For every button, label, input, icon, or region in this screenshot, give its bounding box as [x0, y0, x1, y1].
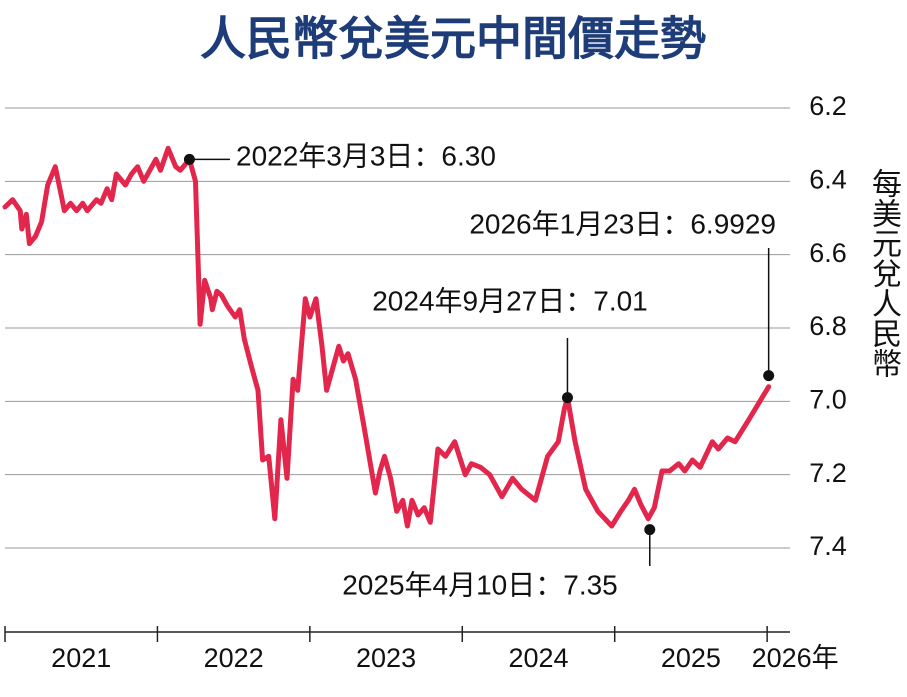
annotation-dot — [644, 524, 656, 536]
annotation-label: 2025年4月10日：7.35 — [342, 569, 618, 600]
x-tick-label: 2026年 — [752, 643, 839, 673]
annotation-label: 2024年9月27日：7.01 — [372, 285, 648, 316]
annotation-label: 2026年1月23日：6.9929 — [469, 208, 776, 239]
annotation-dot — [561, 392, 573, 404]
annotation-dot — [183, 153, 195, 165]
x-tick-label: 2025 — [661, 643, 721, 673]
y-tick-label: 6.2 — [809, 91, 847, 121]
y-tick-label: 6.8 — [809, 311, 847, 341]
x-tick-label: 2023 — [356, 643, 416, 673]
x-tick-label: 2021 — [51, 643, 111, 673]
y-tick-label: 6.6 — [809, 238, 847, 268]
line-series — [2, 145, 772, 529]
y-axis-label: 每美元兌人民幣 — [866, 168, 901, 378]
y-tick-label: 7.4 — [809, 531, 847, 561]
chart-title: 人民幣兌美元中間價走勢 — [200, 12, 706, 66]
y-tick-label: 7.0 — [809, 384, 847, 414]
annotation-label: 2022年3月3日：6.30 — [236, 140, 496, 171]
y-tick-label: 7.2 — [809, 458, 847, 488]
y-tick-label: 6.4 — [809, 164, 847, 194]
x-tick-label: 2024 — [508, 643, 568, 673]
annotation-dot — [763, 370, 775, 382]
x-tick-label: 2022 — [204, 643, 264, 673]
